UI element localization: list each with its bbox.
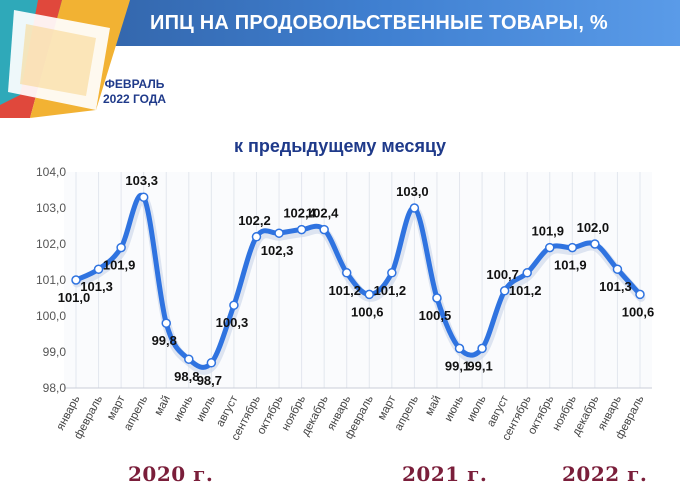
data-point <box>364 289 375 300</box>
data-label: 100,5 <box>419 308 452 323</box>
x-tick-label: июль <box>465 394 489 424</box>
data-label: 101,9 <box>103 258 136 273</box>
data-point <box>229 300 239 310</box>
data-label: 100,6 <box>351 304 384 319</box>
data-point <box>184 354 194 364</box>
y-tick-label: 98,0 <box>43 381 67 395</box>
data-point <box>251 232 262 242</box>
data-point <box>116 242 126 253</box>
x-tick-label: июнь <box>172 394 195 424</box>
data-label: 102,4 <box>306 206 339 221</box>
data-point <box>432 293 442 303</box>
x-tick-label: май <box>423 394 443 418</box>
data-point <box>341 268 352 278</box>
data-label: 100,3 <box>216 315 249 330</box>
data-point <box>545 242 555 253</box>
y-tick-label: 101,0 <box>36 273 66 287</box>
data-point <box>477 343 487 354</box>
data-label: 101,2 <box>374 283 407 298</box>
data-label: 100,6 <box>622 304 655 319</box>
data-label: 101,0 <box>58 290 91 305</box>
report-period-month: ФЕВРАЛЬ <box>104 77 165 91</box>
data-point <box>138 192 149 202</box>
data-label: 102,4 <box>283 206 316 221</box>
cpi-line-chart: к предыдущему месяцу98,099,0100,0101,010… <box>36 136 655 443</box>
data-label: 103,3 <box>125 173 158 188</box>
chart-title: к предыдущему месяцу <box>234 136 446 156</box>
data-point <box>499 286 510 296</box>
data-label: 103,0 <box>396 184 429 199</box>
data-point <box>635 289 645 300</box>
data-point <box>590 239 600 249</box>
data-label: 102,3 <box>261 243 294 258</box>
data-label: 98,7 <box>197 373 222 388</box>
x-tick-label: март <box>376 393 399 422</box>
data-point <box>206 358 217 368</box>
data-point <box>612 264 623 274</box>
y-tick-label: 100,0 <box>36 309 66 323</box>
report-period-year: 2022 ГОДА <box>103 92 167 106</box>
data-point <box>454 343 465 354</box>
data-label: 101,2 <box>328 283 361 298</box>
data-point <box>296 224 307 235</box>
data-point <box>71 275 81 285</box>
data-label: 101,3 <box>599 279 632 294</box>
data-label: 101,3 <box>80 279 113 294</box>
data-point <box>387 268 397 278</box>
y-tick-label: 102,0 <box>36 237 66 251</box>
data-label: 99,8 <box>152 333 177 348</box>
data-label: 102,0 <box>577 220 610 235</box>
data-point <box>522 268 532 278</box>
page-title: ИПЦ НА ПРОДОВОЛЬСТВЕННЫЕ ТОВАРЫ, % <box>150 12 608 34</box>
data-label: 101,9 <box>554 258 587 273</box>
data-label: 98,8 <box>174 369 199 384</box>
data-point <box>161 318 171 328</box>
data-point <box>409 203 420 213</box>
logo <box>0 0 130 118</box>
data-label: 101,2 <box>509 283 542 298</box>
x-tick-label: май <box>153 394 173 418</box>
y-tick-label: 104,0 <box>36 165 66 179</box>
year-label-2020: 2020 г. <box>128 462 214 486</box>
data-point <box>93 264 104 274</box>
year-label-2021: 2021 г. <box>402 462 488 486</box>
report-period: ФЕВРАЛЬ 2022 ГОДА <box>103 77 166 107</box>
data-label: 100,7 <box>486 267 519 282</box>
y-tick-label: 99,0 <box>43 345 67 359</box>
data-point <box>274 228 284 238</box>
x-tick-label: июнь <box>443 394 466 424</box>
year-label-2022: 2022 г. <box>562 462 648 486</box>
data-point <box>319 224 329 235</box>
series-line <box>73 192 643 370</box>
data-label: 99,1 <box>445 358 470 373</box>
data-label: 101,9 <box>531 224 564 239</box>
data-label: 99,1 <box>467 358 492 373</box>
x-tick-label: июль <box>195 394 219 424</box>
data-point <box>567 242 578 253</box>
y-tick-label: 103,0 <box>36 201 66 215</box>
x-tick-label: март <box>105 393 128 422</box>
plot-area <box>64 172 652 388</box>
data-label: 102,2 <box>238 213 271 228</box>
